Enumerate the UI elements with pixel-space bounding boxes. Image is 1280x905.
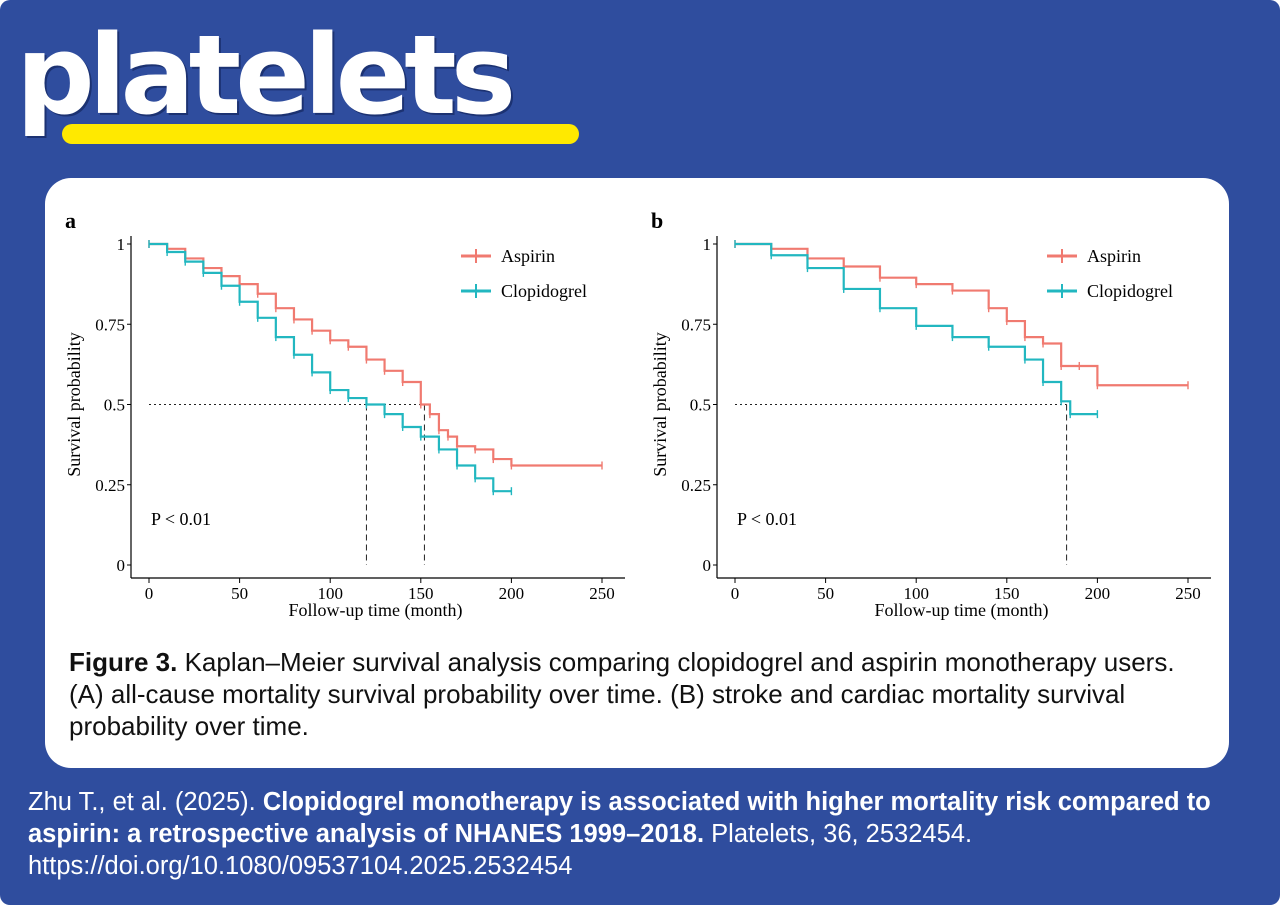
legend-label-aspirin: Aspirin <box>1087 246 1141 266</box>
panel-label: b <box>651 208 663 233</box>
chart-b: b 0 0.25 0.5 0.75 1 0 50 100 150 200 250 Follow-up t… <box>650 208 1211 621</box>
x-tick-label: 250 <box>589 584 615 603</box>
survival-curve-clopidogrel <box>149 242 512 493</box>
caption-text: Kaplan–Meier survival analysis comparing… <box>69 647 1175 741</box>
x-tick-label: 0 <box>145 584 154 603</box>
figure-panel: a 0 0.25 0.5 0.75 1 0 50 100 150 200 250 Follow-up t… <box>45 178 1229 768</box>
citation: Zhu T., et al. (2025). Clopidogrel monot… <box>28 786 1258 882</box>
caption-label: Figure 3. <box>69 647 178 677</box>
survival-curve-aspirin <box>735 242 1188 387</box>
legend-label-aspirin: Aspirin <box>501 246 555 266</box>
y-tick-label: 1 <box>117 235 126 254</box>
x-tick-label: 100 <box>903 584 929 603</box>
x-tick-label: 0 <box>731 584 740 603</box>
citation-title: Clopidogrel monotherapy is associated wi… <box>28 788 1211 848</box>
y-tick-label: 0 <box>117 556 126 575</box>
citation-journal: Platelets, 36, 2532454. https://doi.org/… <box>28 820 973 880</box>
y-axis-label: Survival probability <box>64 332 84 476</box>
x-tick-label: 150 <box>408 584 434 603</box>
y-tick-label: 0.75 <box>681 315 711 334</box>
y-tick-label: 0.5 <box>690 396 711 415</box>
logo-underline-bar <box>62 124 579 144</box>
x-tick-label: 200 <box>499 584 525 603</box>
y-tick-label: 0.75 <box>95 315 125 334</box>
journal-logo: platelets <box>16 11 516 139</box>
x-axis-label: Follow-up time (month) <box>289 600 463 621</box>
figure-caption: Figure 3. Kaplan–Meier survival analysis… <box>69 646 1199 742</box>
panel-label: a <box>65 208 76 233</box>
y-axis-label: Survival probability <box>650 332 670 476</box>
y-tick-label: 0.25 <box>681 476 711 495</box>
survival-curve-aspirin <box>149 242 602 467</box>
x-tick-label: 200 <box>1085 584 1111 603</box>
y-tick-label: 0.25 <box>95 476 125 495</box>
y-tick-label: 1 <box>703 235 712 254</box>
legend-label-clopidogrel: Clopidogrel <box>501 281 587 301</box>
x-tick-label: 250 <box>1175 584 1201 603</box>
y-tick-label: 0.5 <box>104 396 125 415</box>
chart-a: a 0 0.25 0.5 0.75 1 0 50 100 150 200 250 Follow-up t… <box>64 208 625 621</box>
x-tick-label: 100 <box>317 584 343 603</box>
x-tick-label: 150 <box>994 584 1020 603</box>
y-tick-label: 0 <box>703 556 712 575</box>
x-tick-label: 50 <box>231 584 248 603</box>
x-tick-label: 50 <box>817 584 834 603</box>
legend-label-clopidogrel: Clopidogrel <box>1087 281 1173 301</box>
x-axis-label: Follow-up time (month) <box>875 600 1049 621</box>
citation-authors: Zhu T., et al. (2025). <box>28 788 263 816</box>
p-value-annotation: P < 0.01 <box>151 509 211 529</box>
p-value-annotation: P < 0.01 <box>737 509 797 529</box>
